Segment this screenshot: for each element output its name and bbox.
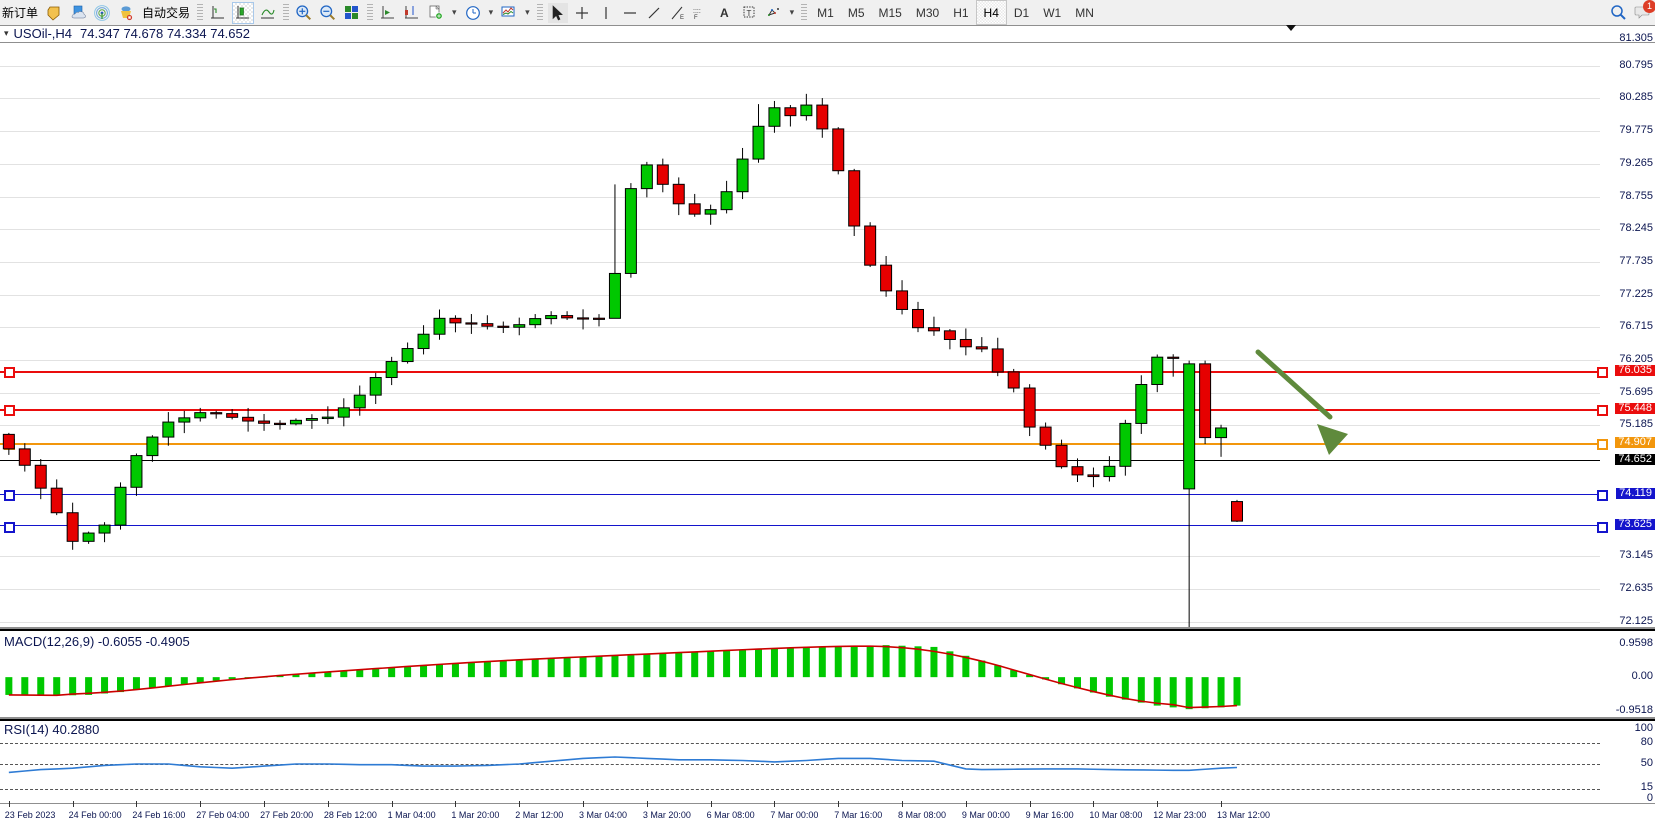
svg-text:T: T [746,9,751,18]
svg-text:::::: :::: [693,8,701,15]
svg-text:F: F [694,15,698,21]
svg-text:A: A [720,6,729,20]
svg-text:E: E [680,15,684,21]
